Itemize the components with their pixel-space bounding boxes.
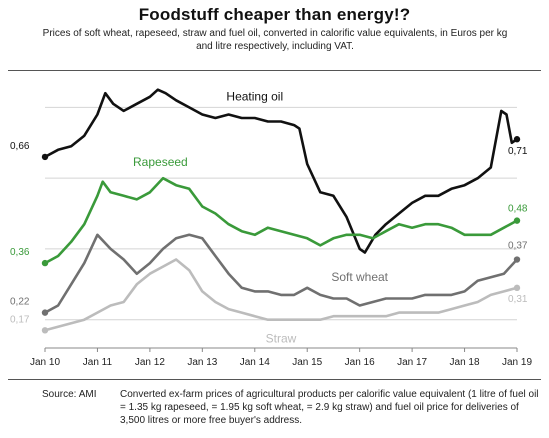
straw-line [43, 258, 519, 332]
rapeseed-start-label: 0,36 [10, 247, 30, 258]
chart-subtitle: Prices of soft wheat, rapeseed, straw an… [42, 28, 508, 52]
heating-oil-start-label: 0,66 [10, 141, 30, 152]
soft-wheat-start-label: 0,22 [10, 297, 30, 308]
source-label: Source: AMI [42, 389, 97, 400]
heating-oil-start-point [41, 153, 49, 161]
x-tick-label: Jan 17 [397, 357, 427, 368]
soft-wheat-start-point [41, 309, 49, 316]
x-tick-label: Jan 10 [30, 357, 60, 368]
top-divider [8, 70, 541, 71]
straw-end-point [513, 284, 521, 292]
heating-oil-end-label: 0,71 [508, 146, 528, 157]
heating-oil-end-point [513, 136, 521, 143]
soft-wheat-end-point [513, 256, 521, 263]
x-tick-label: Jan 14 [240, 357, 270, 368]
x-tick-label: Jan 19 [502, 357, 532, 368]
straw-series-label: Straw [266, 332, 297, 346]
rapeseed-end-point [513, 217, 521, 224]
x-tick-label: Jan 13 [187, 357, 217, 368]
x-tick-label: Jan 11 [83, 357, 113, 368]
soft-wheat-series-label: Soft wheat [331, 270, 388, 284]
chart-title: Foodstuff cheaper than energy!? [138, 5, 411, 24]
heating-oil-series-label: Heating oil [226, 89, 283, 103]
x-tick-label: Jan 16 [345, 357, 375, 368]
rapeseed-line [43, 176, 519, 265]
straw-start-point [41, 327, 49, 334]
rapeseed-start-point [41, 259, 49, 267]
heating-oil-line [43, 88, 519, 254]
bottom-divider [8, 379, 541, 380]
rapeseed-end-label: 0,48 [508, 204, 528, 215]
soft-wheat-end-label: 0,37 [508, 241, 528, 252]
footnote: Converted ex-farm prices of agricultural… [120, 389, 539, 426]
x-tick-label: Jan 12 [135, 357, 165, 368]
straw-end-label: 0,31 [508, 294, 528, 305]
soft-wheat-line [43, 233, 519, 314]
x-tick-label: Jan 18 [450, 357, 480, 368]
rapeseed-series-label: Rapeseed [133, 155, 188, 169]
x-tick-label: Jan 15 [292, 357, 322, 368]
straw-start-label: 0,17 [10, 314, 30, 325]
